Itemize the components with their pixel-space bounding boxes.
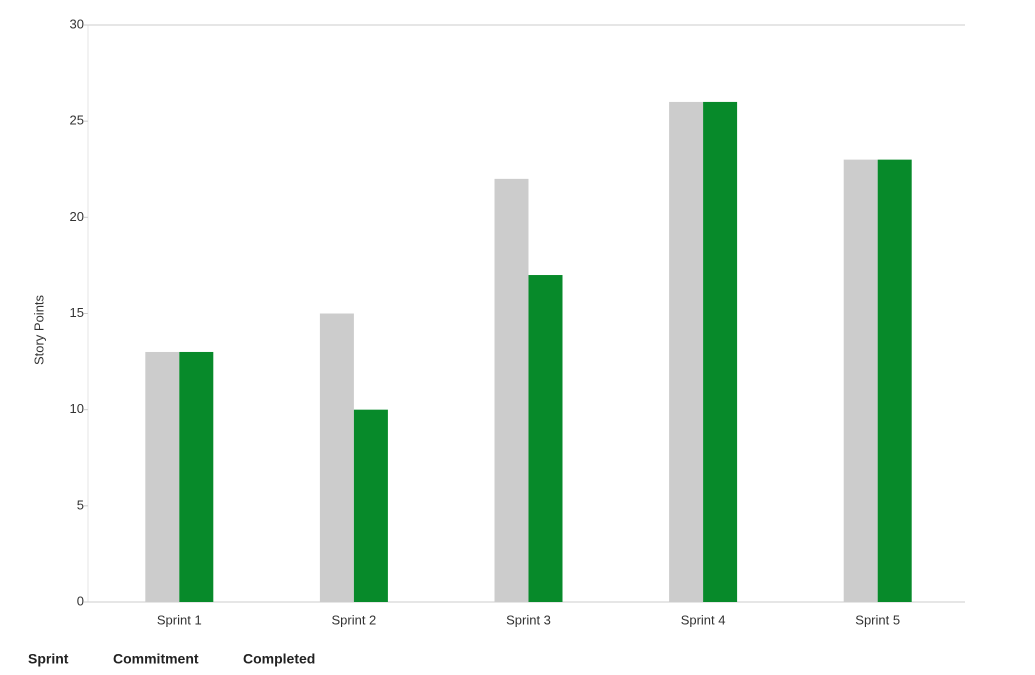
bar [843, 159, 878, 602]
bar [179, 351, 214, 602]
x-tick-label: Sprint 5 [855, 612, 900, 627]
bar [145, 351, 180, 602]
y-tick-label: 25 [70, 113, 84, 128]
x-tick-label: Sprint 3 [506, 612, 551, 627]
bar [669, 101, 704, 602]
bar [877, 159, 912, 602]
y-tick-label: 30 [70, 16, 84, 31]
bar [703, 101, 738, 602]
x-tick-label: Sprint 1 [157, 612, 202, 627]
table-header: Completed [243, 651, 315, 667]
y-tick-label: 20 [70, 209, 84, 224]
bar [353, 409, 388, 602]
x-tick-label: Sprint 2 [331, 612, 376, 627]
x-tick-label: Sprint 4 [681, 612, 726, 627]
bar [319, 313, 354, 602]
bar [494, 178, 529, 602]
y-tick-label: 5 [77, 497, 84, 512]
y-tick-label: 10 [70, 401, 84, 416]
bar [528, 275, 563, 602]
y-tick-label: 0 [77, 593, 84, 608]
table-header: Commitment [113, 651, 199, 667]
y-axis-label: Story Points [31, 294, 46, 365]
table-header: Sprint [28, 651, 69, 667]
y-tick-label: 15 [70, 305, 84, 320]
